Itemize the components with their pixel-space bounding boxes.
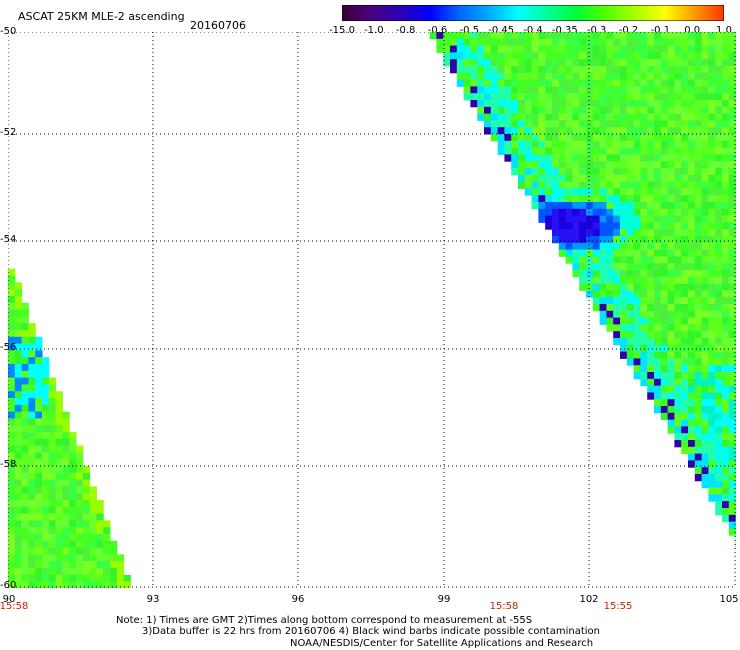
map-date: 20160706 — [190, 19, 246, 32]
colorbar-tick-label: -0.45 — [488, 25, 515, 36]
lat-label-52: -52 — [0, 127, 17, 138]
note-line-1: Note: 1) Times are GMT 2)Times along bot… — [116, 615, 533, 626]
colorbar-tick-label: -0.2 — [618, 25, 639, 36]
colorbar-tick-label: -0.5 — [459, 25, 480, 36]
colorbar-tick-label: -0.6 — [427, 25, 448, 36]
colorbar-tick-label: -1.0 — [364, 25, 384, 36]
colorbar — [341, 4, 725, 22]
colorbar-tick-label: -0.8 — [395, 25, 416, 36]
lat-label-54: -54 — [0, 234, 17, 245]
lat-label-50: -50 — [0, 26, 17, 37]
lon-label-105: 105 — [719, 594, 739, 605]
colorbar-tick-label: -15.0 — [329, 25, 355, 36]
colorbar-tick-label: -0.35 — [551, 25, 578, 36]
lon-label-93: 93 — [146, 594, 160, 605]
lon-label-102: 102 — [579, 594, 599, 605]
note-line-3: NOAA/NESDIS/Center for Satellite Applica… — [290, 638, 594, 649]
swath-time-right: 15:55 — [603, 601, 633, 612]
map-title: ASCAT 25KM MLE-2 ascending — [18, 10, 185, 23]
lat-label-60: -60 — [0, 580, 17, 591]
map-plot-area — [8, 32, 736, 588]
lon-label-99: 99 — [437, 594, 451, 605]
note-line-2: 3)Data buffer is 22 hrs from 20160706 4)… — [142, 626, 600, 637]
lon-label-90: 90 — [2, 594, 16, 605]
colorbar-gradient — [341, 4, 725, 22]
colorbar-tick-label: -0.4 — [523, 25, 543, 36]
lat-label-58: -58 — [0, 459, 17, 470]
colorbar-tick-label: 1.0 — [716, 25, 732, 36]
colorbar-tick-label: 0.0 — [684, 25, 701, 36]
colorbar-tick-label: -0.1 — [650, 25, 671, 36]
swath-map — [8, 32, 736, 588]
colorbar-tick-label: -0.3 — [586, 25, 607, 36]
lat-label-56: -56 — [0, 342, 17, 353]
lon-label-96: 96 — [291, 594, 305, 605]
swath-time-mid: 15:58 — [489, 601, 519, 612]
swath-time-left: 15:58 — [0, 601, 29, 612]
